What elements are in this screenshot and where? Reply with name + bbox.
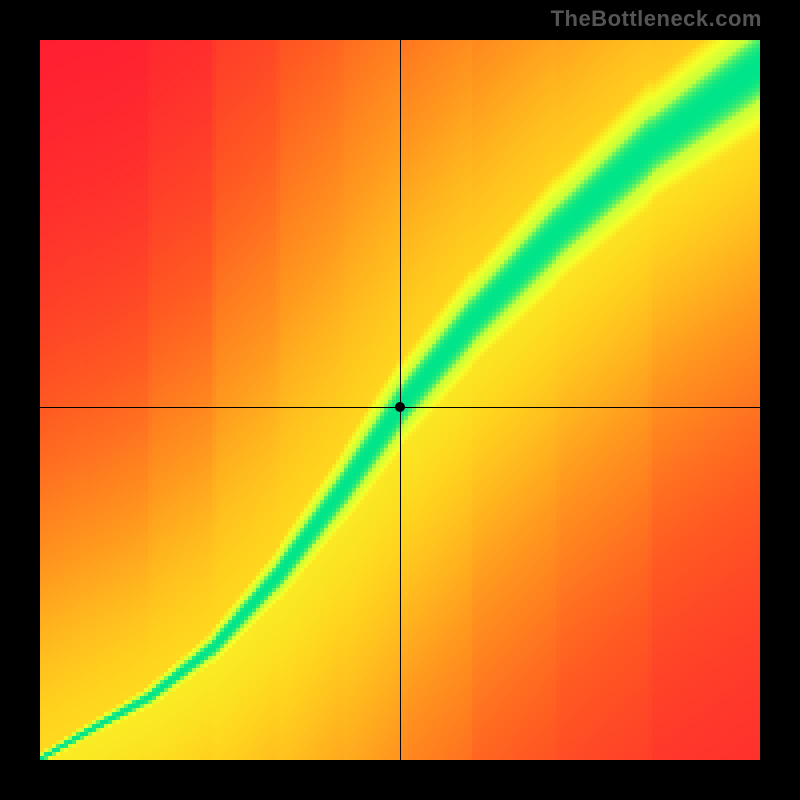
watermark-text: TheBottleneck.com	[551, 6, 762, 32]
plot-area	[40, 40, 760, 760]
heatmap-canvas	[40, 40, 760, 760]
chart-root: TheBottleneck.com	[0, 0, 800, 800]
